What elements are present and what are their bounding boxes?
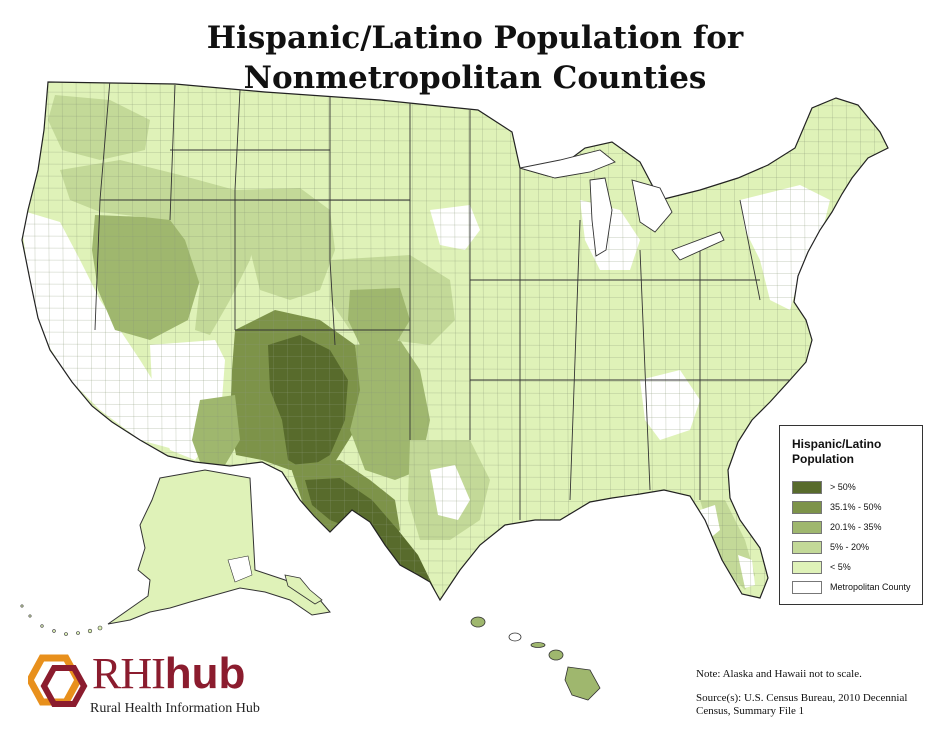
state-line xyxy=(94,82,800,520)
legend-label: Metropolitan County xyxy=(830,582,911,592)
legend-item: 5% - 20% xyxy=(792,540,869,554)
great-lakes xyxy=(519,149,725,261)
aleutian-islands xyxy=(20,604,103,636)
map-title: Hispanic/Latino Population for Nonmetrop… xyxy=(0,18,950,98)
aleutian-island xyxy=(64,632,68,636)
legend-swatch xyxy=(792,580,822,594)
hawaii-island-big-island xyxy=(564,666,601,701)
hawaii-island-kauai xyxy=(470,616,486,628)
logo-hexagon-maroon xyxy=(40,665,88,707)
lake-superior xyxy=(519,149,616,179)
legend-swatch xyxy=(792,480,822,494)
aleutian-island xyxy=(76,631,80,635)
alaska-metro-area xyxy=(227,555,253,583)
region-great-basin-light xyxy=(60,160,260,335)
aleutian-island xyxy=(87,628,93,634)
region-kansas-medium xyxy=(348,288,410,345)
legend-label: 20.1% - 35% xyxy=(830,522,882,532)
map-legend: Hispanic/Latino Population > 50% 35.1% - … xyxy=(779,425,923,605)
hawaii-island-maui xyxy=(548,649,564,661)
legend-swatch xyxy=(792,540,822,554)
legend-swatch xyxy=(792,520,822,534)
hawaii-island-oahu xyxy=(508,632,522,642)
scale-note: Note: Alaska and Hawaii not to scale. xyxy=(696,668,862,680)
region-california-metro xyxy=(22,210,195,455)
region-northeast-metro xyxy=(740,185,830,310)
legend-item: 35.1% - 50% xyxy=(792,500,882,514)
legend-item: > 50% xyxy=(792,480,856,494)
legend-label: 5% - 20% xyxy=(830,542,870,552)
rhihub-hexagon-icon xyxy=(28,654,88,707)
lake-erie xyxy=(671,231,725,261)
region-pacific-nw-light xyxy=(48,95,150,160)
alaska-shape xyxy=(107,469,331,625)
region-southeast-metro xyxy=(640,370,700,440)
aleutian-island xyxy=(52,629,56,633)
legend-item: 20.1% - 35% xyxy=(792,520,882,534)
legend-swatch xyxy=(792,500,822,514)
lake-huron xyxy=(631,179,673,233)
logo-rhi: RHI xyxy=(92,649,166,698)
legend-label: > 50% xyxy=(830,482,856,492)
legend-swatch xyxy=(792,560,822,574)
lake-michigan xyxy=(589,177,613,257)
map-title-line-1: Hispanic/Latino Population for xyxy=(206,20,744,56)
legend-item: < 5% xyxy=(792,560,851,574)
rhihub-logo: RHIhub Rural Health Information Hub xyxy=(28,649,288,724)
alaska-inset xyxy=(20,469,331,636)
region-texas-east-metro xyxy=(430,465,470,520)
aleutian-island xyxy=(20,604,24,608)
legend-label: 35.1% - 50% xyxy=(830,502,882,512)
map-title-line-2: Nonmetropolitan Counties xyxy=(243,60,707,96)
logo-hexagon-orange xyxy=(28,654,82,706)
aleutian-island xyxy=(97,625,103,631)
source-citation: Source(s): U.S. Census Bureau, 2010 Dece… xyxy=(696,692,908,717)
aleutian-island xyxy=(28,614,32,618)
aleutian-island xyxy=(40,624,44,628)
state-boundaries xyxy=(94,82,800,520)
hawaii-inset xyxy=(470,616,601,701)
legend-label: < 5% xyxy=(830,562,851,572)
logo-wordmark: RHIhub xyxy=(92,648,245,699)
region-rockies-light xyxy=(235,188,335,300)
logo-subtitle: Rural Health Information Hub xyxy=(90,701,260,716)
legend-item: Metropolitan County xyxy=(792,580,911,594)
legend-title: Hispanic/Latino Population xyxy=(792,437,882,466)
alaska-panhandle xyxy=(284,574,323,605)
hawaii-island-molokai xyxy=(530,642,546,648)
logo-hub: hub xyxy=(164,649,246,698)
